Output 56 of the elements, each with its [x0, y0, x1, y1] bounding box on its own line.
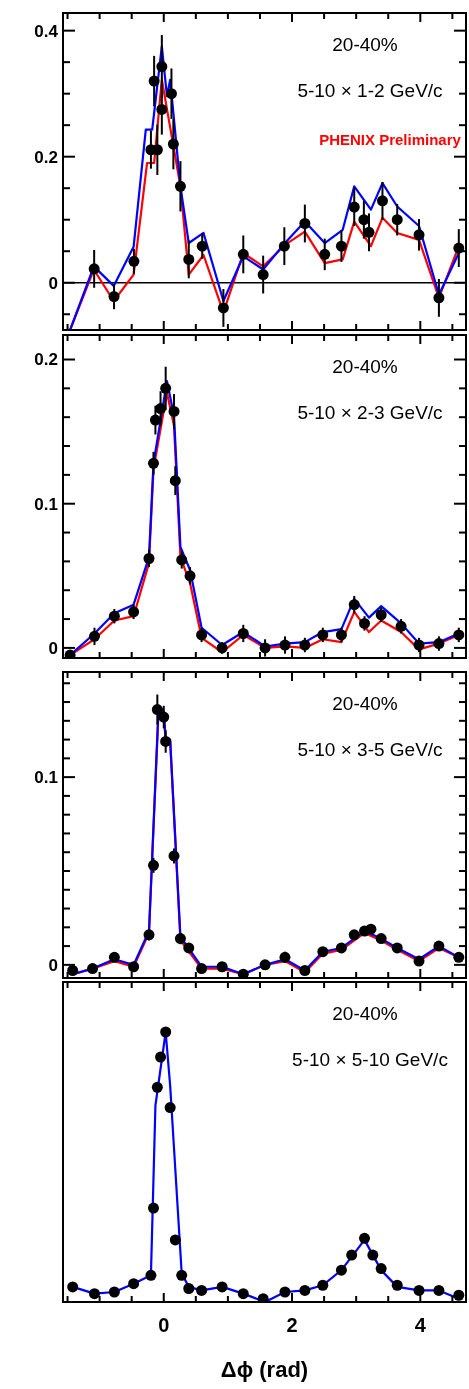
- point: [299, 964, 311, 976]
- y-tick-label: 0.1: [34, 768, 58, 788]
- point: [259, 959, 271, 971]
- annotation: 20-40%: [332, 693, 398, 714]
- point: [128, 1278, 140, 1290]
- point: [335, 1264, 347, 1276]
- point: [359, 1232, 371, 1244]
- annotation: PHENIX Preliminary: [319, 131, 462, 148]
- point: [216, 961, 228, 973]
- point: [160, 1026, 172, 1038]
- point: [433, 1284, 445, 1296]
- point: [169, 1234, 181, 1246]
- point: [176, 1269, 188, 1281]
- point: [128, 961, 140, 973]
- y-tick-label: 0: [48, 273, 58, 293]
- point: [87, 963, 99, 975]
- point: [413, 1284, 425, 1296]
- annotation: 5-10 × 5-10 GeV/c: [292, 1049, 448, 1070]
- point: [367, 1249, 379, 1261]
- point: [108, 1286, 120, 1298]
- annotation: 20-40%: [332, 356, 398, 377]
- point: [346, 1249, 358, 1261]
- point: [67, 1281, 79, 1293]
- point: [299, 1284, 311, 1296]
- x-tick-label: 0: [158, 1314, 170, 1336]
- point: [151, 1081, 163, 1093]
- annotation: 5-10 × 2-3 GeV/c: [297, 402, 443, 423]
- point: [164, 1102, 176, 1114]
- x-axis-title: Δϕ (rad): [220, 1357, 309, 1382]
- annotation: 5-10 × 1-2 GeV/c: [297, 80, 443, 101]
- x-tick-label: 4: [414, 1314, 427, 1336]
- point: [375, 1263, 387, 1275]
- point: [237, 1288, 249, 1300]
- point: [145, 1269, 157, 1281]
- point: [147, 1202, 159, 1214]
- point: [88, 1288, 100, 1300]
- point: [391, 1279, 403, 1291]
- x-tick-label: 2: [286, 1314, 298, 1336]
- point: [155, 1051, 167, 1063]
- point: [216, 1281, 228, 1293]
- point: [237, 968, 249, 978]
- annotation: 5-10 × 3-5 GeV/c: [297, 739, 443, 760]
- annotation: 20-40%: [332, 34, 398, 55]
- point: [317, 1279, 329, 1291]
- point: [453, 1289, 465, 1301]
- point: [183, 1283, 195, 1294]
- point: [196, 1284, 208, 1296]
- y-tick-label: 0.1: [34, 494, 58, 514]
- y-tick-label: 0.2: [34, 350, 58, 370]
- y-tick-label: 0.4: [34, 21, 59, 41]
- text: 20-40%: [332, 1003, 398, 1024]
- y-tick-label: 0: [48, 955, 58, 975]
- y-tick-label: 0: [48, 638, 58, 658]
- y-tick-label: 0.2: [34, 147, 58, 167]
- point: [279, 1286, 291, 1298]
- point: [196, 963, 208, 975]
